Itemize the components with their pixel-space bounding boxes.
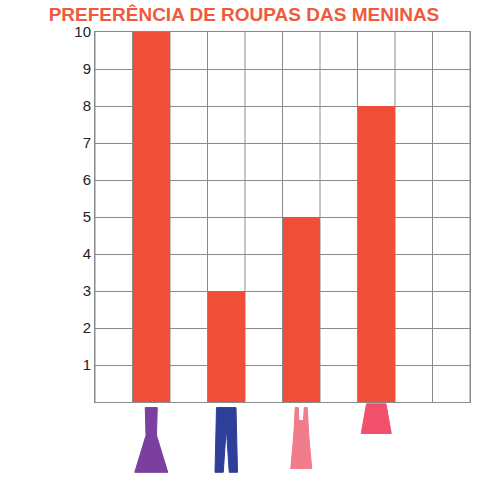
svg-text:10: 10 — [74, 23, 91, 40]
svg-text:5: 5 — [83, 208, 91, 225]
svg-text:1: 1 — [83, 356, 91, 373]
svg-text:PREFERÊNCIA DE ROUPAS DAS MENI: PREFERÊNCIA DE ROUPAS DAS MENINAS — [49, 4, 440, 25]
svg-text:2: 2 — [83, 319, 91, 336]
svg-text:7: 7 — [83, 134, 91, 151]
svg-text:6: 6 — [83, 171, 91, 188]
svg-text:8: 8 — [83, 97, 91, 114]
svg-text:4: 4 — [83, 245, 91, 262]
svg-text:3: 3 — [83, 282, 91, 299]
svg-text:9: 9 — [83, 60, 91, 77]
